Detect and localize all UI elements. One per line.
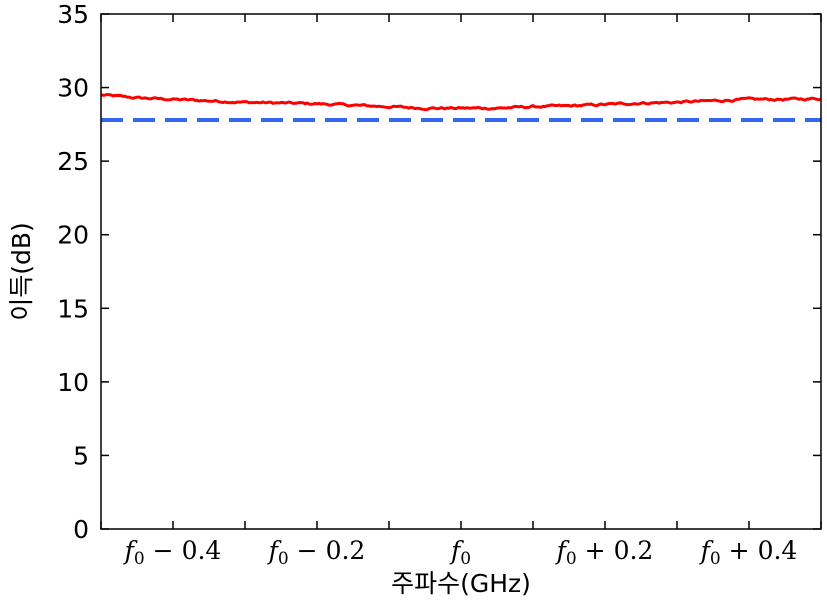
y-tick-label: 30: [57, 74, 89, 103]
y-tick-label: 0: [73, 515, 89, 544]
y-tick-label: 10: [57, 368, 89, 397]
y-tick-label: 15: [57, 294, 89, 323]
x-tick-label: f0: [449, 536, 471, 569]
y-tick-label: 35: [57, 0, 89, 29]
x-tick-label: f0 − 0.2: [267, 536, 366, 569]
y-axis-label: 이득(dB): [7, 222, 36, 321]
x-tick-label: f0 + 0.4: [699, 536, 798, 569]
gain-trace-line: [100, 92, 822, 112]
x-tick-label: f0 − 0.4: [123, 536, 222, 569]
y-tick-label: 20: [57, 221, 89, 250]
x-tick-label: f0 + 0.2: [555, 536, 654, 569]
x-axis-label: 주파수(GHz): [391, 569, 531, 598]
y-tick-label: 5: [73, 441, 89, 470]
plot-frame: [100, 13, 822, 530]
y-tick-label: 25: [57, 147, 89, 176]
